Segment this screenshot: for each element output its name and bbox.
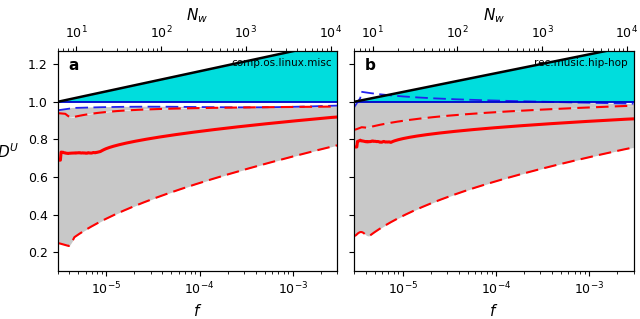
Text: b: b — [365, 58, 376, 73]
X-axis label: $N_w$: $N_w$ — [186, 7, 209, 25]
X-axis label: $f$: $f$ — [489, 303, 499, 319]
Y-axis label: $D^U$: $D^U$ — [0, 142, 20, 161]
X-axis label: $f$: $f$ — [193, 303, 202, 319]
Text: rec.music.hip-hop: rec.music.hip-hop — [534, 58, 628, 68]
Text: a: a — [68, 58, 79, 73]
X-axis label: $N_w$: $N_w$ — [483, 7, 505, 25]
Text: comp.os.linux.misc: comp.os.linux.misc — [231, 58, 332, 68]
